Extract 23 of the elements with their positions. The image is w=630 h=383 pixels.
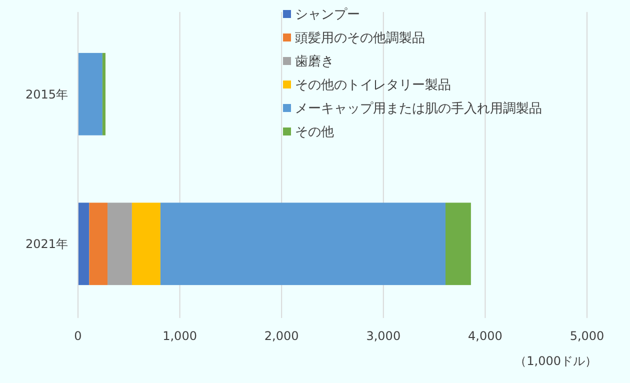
legend-label: その他 [295, 125, 334, 140]
bar [132, 202, 160, 286]
bar [78, 202, 90, 286]
bar [89, 202, 108, 286]
x-tick-label: 4,000 [468, 329, 502, 343]
x-tick-label: 3,000 [366, 329, 401, 343]
x-tick-label: 5,000 [570, 329, 604, 343]
bar [108, 202, 132, 286]
legend-label: メーキャップ用または肌の手入れ用調製品 [295, 102, 542, 117]
legend-label: その他のトイレタリー製品 [295, 78, 451, 94]
bar [102, 52, 106, 136]
bar [446, 202, 471, 286]
bar [160, 202, 446, 286]
x-tick-label: 2,000 [264, 329, 299, 343]
x-tick-label: 1,000 [162, 329, 197, 343]
legend-label: 頭髪用のその他調製品 [295, 31, 425, 46]
bar [78, 52, 102, 136]
y-tick-label: 2015年 [25, 87, 68, 102]
y-tick-label: 2021年 [25, 237, 68, 252]
x-axis-title: （1,000ドル） [514, 354, 597, 368]
legend-label: 歯磨き [295, 54, 334, 70]
x-tick-label: 0 [74, 329, 82, 343]
legend-label: シャンプー [295, 8, 360, 23]
